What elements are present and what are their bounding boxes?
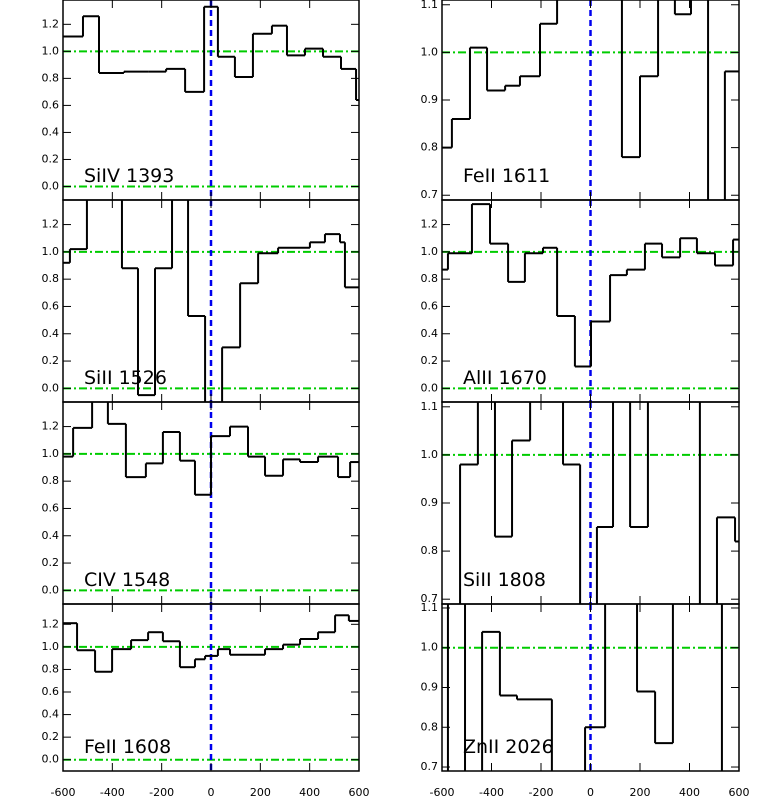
- y-tick-label: 0.8: [42, 71, 60, 84]
- line-label: SiII 1526: [84, 367, 167, 389]
- y-tick-label: 0.9: [421, 496, 439, 509]
- y-tick-label: 1.0: [42, 245, 60, 258]
- line-label: SiII 1808: [463, 569, 546, 591]
- x-tick-label: 200: [250, 786, 271, 799]
- y-tick-label: 0.4: [421, 327, 439, 340]
- y-tick-label: 0.4: [42, 529, 60, 542]
- y-tick-label: 0.4: [42, 708, 60, 721]
- y-tick-label: 1.0: [421, 448, 439, 461]
- panel: [442, 0, 739, 200]
- panel: [63, 604, 359, 771]
- y-tick-label: 1.0: [421, 45, 439, 58]
- y-tick-label: 0.8: [421, 272, 439, 285]
- y-tick-label: 0.4: [42, 125, 60, 138]
- y-tick-label: 1.0: [42, 640, 60, 653]
- y-tick-label: 0.0: [42, 179, 60, 192]
- y-tick-label: 0.8: [42, 474, 60, 487]
- line-label: FeII 1611: [463, 165, 550, 187]
- y-tick-label: 0.8: [421, 544, 439, 557]
- x-tick-label: -600: [51, 786, 76, 799]
- y-tick-label: 0.7: [421, 188, 439, 201]
- y-tick-label: 0.8: [42, 662, 60, 675]
- line-label: ZnII 2026: [463, 736, 554, 758]
- x-tick-label: -200: [529, 786, 554, 799]
- x-tick-label: -200: [149, 786, 174, 799]
- x-tick-label: 0: [208, 786, 215, 799]
- y-tick-label: 1.2: [42, 617, 60, 630]
- y-tick-label: 0.6: [42, 501, 60, 514]
- y-tick-label: 0.8: [421, 720, 439, 733]
- x-tick-label: -400: [479, 786, 504, 799]
- y-tick-label: 0.6: [42, 98, 60, 111]
- y-tick-label: 1.0: [421, 641, 439, 654]
- y-tick-label: 0.2: [42, 152, 60, 165]
- y-tick-label: 1.1: [421, 601, 439, 614]
- y-tick-label: 1.2: [42, 420, 60, 433]
- panel: [442, 604, 739, 771]
- x-tick-label: 400: [679, 786, 700, 799]
- y-tick-label: 1.1: [421, 0, 439, 11]
- y-tick-label: 0.6: [421, 299, 439, 312]
- panel: [63, 0, 359, 200]
- line-label: CIV 1548: [84, 569, 170, 591]
- y-tick-label: 0.2: [421, 354, 439, 367]
- y-tick-label: 0.8: [42, 272, 60, 285]
- y-tick-label: 0.2: [42, 556, 60, 569]
- y-tick-label: 1.2: [42, 17, 60, 30]
- y-tick-label: 0.0: [42, 753, 60, 766]
- line-label: AlII 1670: [463, 367, 547, 389]
- y-tick-label: 0.9: [421, 681, 439, 694]
- y-tick-label: 0.9: [421, 93, 439, 106]
- y-tick-label: 1.0: [421, 245, 439, 258]
- line-label: FeII 1608: [84, 736, 171, 758]
- y-tick-label: 0.0: [42, 583, 60, 596]
- y-tick-label: 0.7: [421, 592, 439, 605]
- x-tick-label: 600: [729, 786, 750, 799]
- y-tick-label: 1.2: [42, 218, 60, 231]
- y-tick-label: 0.2: [42, 354, 60, 367]
- x-tick-label: 200: [630, 786, 651, 799]
- y-tick-label: 0.7: [421, 760, 439, 773]
- x-tick-label: 0: [587, 786, 594, 799]
- panel: [442, 200, 739, 402]
- x-tick-label: 600: [349, 786, 370, 799]
- panel: [63, 200, 359, 402]
- panel: [63, 402, 359, 604]
- y-tick-label: 0.4: [42, 327, 60, 340]
- panel: [442, 402, 739, 604]
- y-tick-label: 1.0: [42, 44, 60, 57]
- x-tick-label: -400: [100, 786, 125, 799]
- y-tick-label: 1.2: [421, 218, 439, 231]
- y-tick-label: 1.0: [42, 447, 60, 460]
- y-tick-label: 0.6: [42, 299, 60, 312]
- y-tick-label: 1.1: [421, 400, 439, 413]
- x-tick-label: 400: [299, 786, 320, 799]
- y-tick-label: 0.6: [42, 685, 60, 698]
- y-tick-label: 0.0: [42, 381, 60, 394]
- x-tick-label: -600: [430, 786, 455, 799]
- y-tick-label: 0.8: [421, 141, 439, 154]
- line-label: SiIV 1393: [84, 165, 174, 187]
- y-tick-label: 0.2: [42, 730, 60, 743]
- y-tick-label: 0.0: [421, 381, 439, 394]
